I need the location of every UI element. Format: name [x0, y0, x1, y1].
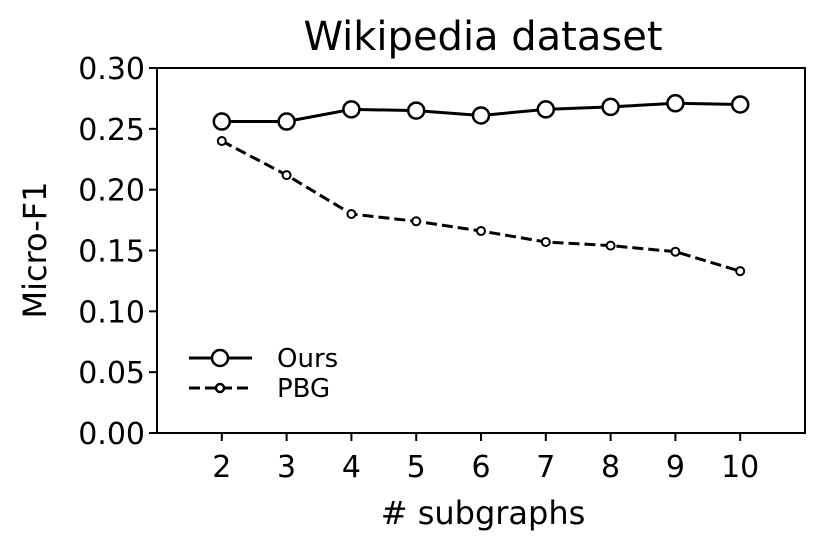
y-tick-label-0.25: 0.25	[78, 113, 145, 148]
y-tick-label-0.10: 0.10	[78, 295, 145, 330]
point-pbg-10	[735, 266, 746, 277]
series-line-pbg	[221, 139, 741, 273]
x-tick-label-9: 9	[666, 450, 685, 485]
point-pbg-3	[281, 170, 292, 181]
y-tick-label-0.30: 0.30	[78, 52, 145, 87]
axis-ticks: 2 3 4 5 6 7 8 9 10 0.00 0.05 0.10 0.15 0.20 0.25 0.30	[78, 52, 759, 485]
legend-label-ours: Ours	[277, 344, 338, 374]
point-ours-4	[342, 100, 361, 119]
series-layer	[212, 94, 750, 277]
point-pbg-8	[605, 240, 616, 251]
point-ours-2	[212, 112, 232, 131]
x-axis-label: # subgraphs	[381, 494, 586, 532]
y-axis-label: Micro-F1	[16, 181, 54, 318]
point-ours-6	[471, 106, 491, 125]
point-pbg-5	[411, 216, 422, 227]
y-tick-label-0.00: 0.00	[78, 417, 145, 452]
point-ours-3	[277, 112, 296, 131]
point-ours-8	[601, 97, 620, 117]
point-pbg-6	[476, 226, 486, 237]
point-pbg-2	[216, 136, 227, 146]
point-pbg-7	[540, 236, 551, 247]
point-ours-5	[406, 101, 426, 120]
x-tick-label-2: 2	[212, 450, 231, 485]
plot-frame	[156, 67, 806, 434]
y-tick-label-0.15: 0.15	[78, 235, 145, 270]
chart-title: Wikipedia dataset	[303, 14, 662, 60]
x-tick-label-3: 3	[277, 450, 296, 485]
legend-label-pbg: PBG	[277, 374, 330, 404]
point-ours-7	[536, 100, 556, 119]
legend-marker-ours	[210, 348, 230, 368]
point-ours-9	[666, 94, 685, 113]
point-pbg-9	[670, 246, 681, 257]
x-tick-label-5: 5	[407, 450, 426, 485]
legend-marker-pbg	[214, 382, 226, 394]
x-tick-label-8: 8	[601, 450, 620, 485]
point-pbg-4	[346, 209, 357, 219]
point-ours-10	[730, 95, 750, 114]
x-tick-label-6: 6	[471, 450, 490, 485]
y-tick-label-0.05: 0.05	[78, 356, 145, 391]
y-tick-label-0.20: 0.20	[78, 174, 145, 209]
x-tick-label-10: 10	[721, 450, 759, 485]
x-tick-label-7: 7	[536, 450, 555, 485]
x-tick-label-4: 4	[342, 450, 361, 485]
